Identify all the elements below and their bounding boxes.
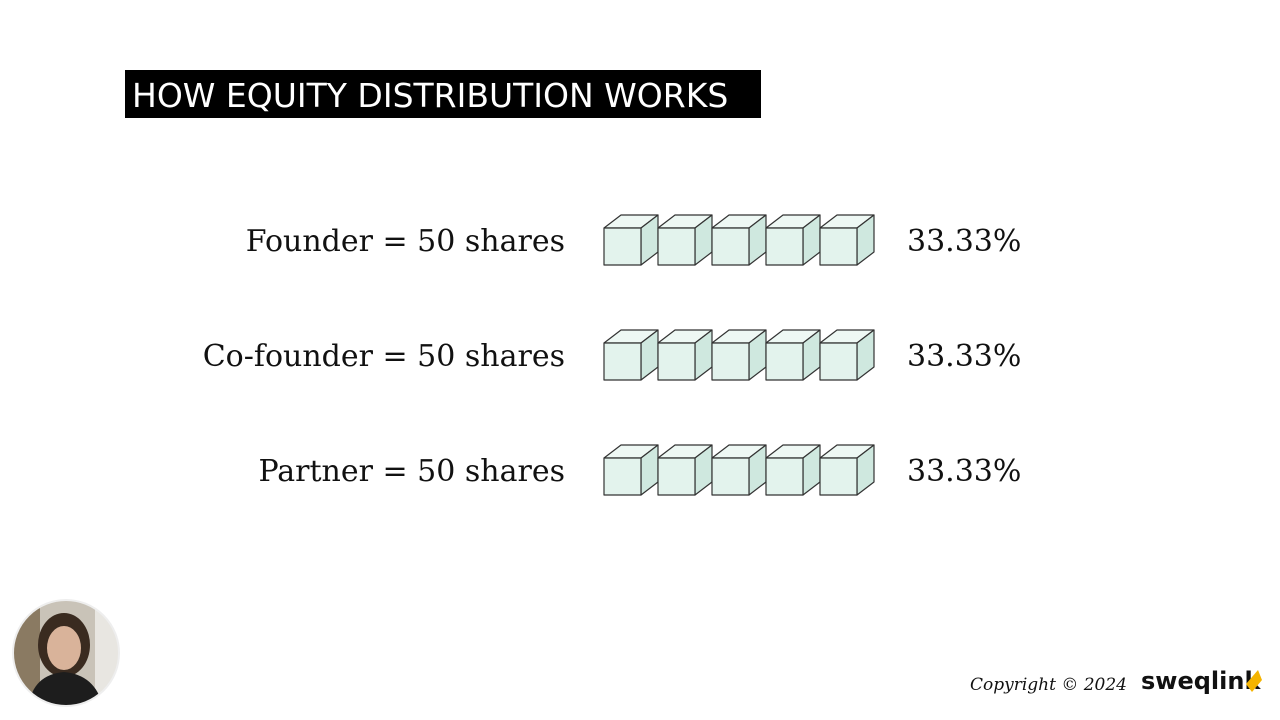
- row-percent: 33.33%: [907, 339, 1021, 374]
- rows: Founder = 50 shares 33.33%Co-founder = 50…: [203, 214, 1021, 496]
- share-cube: [765, 329, 821, 381]
- share-cube: [765, 214, 821, 266]
- row: Partner = 50 shares 33.33%: [258, 444, 1021, 496]
- share-cube: [657, 214, 713, 266]
- share-cube: [657, 444, 713, 496]
- share-cube: [711, 444, 767, 496]
- share-cube: [657, 329, 713, 381]
- share-cube: [711, 214, 767, 266]
- row-percent: 33.33%: [907, 224, 1021, 259]
- share-cube: [603, 444, 659, 496]
- cube-front: [711, 342, 750, 381]
- cube-front: [603, 342, 642, 381]
- cube-front: [711, 227, 750, 266]
- cube-front: [819, 457, 858, 496]
- title-box: [125, 70, 761, 118]
- webcam: [12, 599, 120, 707]
- share-cube: [819, 444, 875, 496]
- row-label: Founder = 50 shares: [246, 224, 565, 259]
- brand-mark: [1246, 670, 1262, 692]
- row: Co-founder = 50 shares 33.33%: [203, 329, 1021, 381]
- row-percent: 33.33%: [907, 454, 1021, 489]
- cube-front: [657, 457, 696, 496]
- cube-front: [819, 342, 858, 381]
- cube-front: [765, 227, 804, 266]
- cube-front: [603, 227, 642, 266]
- row-label: Partner = 50 shares: [258, 454, 565, 489]
- share-cube: [819, 214, 875, 266]
- brand-logo: sweqlink: [1141, 667, 1261, 695]
- cube-front: [765, 342, 804, 381]
- row-label: Co-founder = 50 shares: [203, 339, 565, 374]
- share-cube: [819, 329, 875, 381]
- share-cube: [603, 214, 659, 266]
- copyright: Copyright © 2024: [970, 675, 1127, 695]
- slide-title: HOW EQUITY DISTRIBUTION WORKS: [132, 76, 728, 115]
- share-cube: [765, 444, 821, 496]
- cube-front: [657, 227, 696, 266]
- cube-front: [657, 342, 696, 381]
- cube-front: [711, 457, 750, 496]
- share-cube: [603, 329, 659, 381]
- cube-front: [603, 457, 642, 496]
- cube-front: [765, 457, 804, 496]
- row: Founder = 50 shares 33.33%: [246, 214, 1021, 266]
- cube-front: [819, 227, 858, 266]
- share-cube: [711, 329, 767, 381]
